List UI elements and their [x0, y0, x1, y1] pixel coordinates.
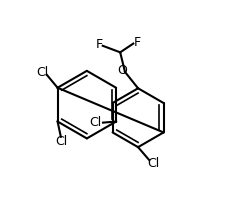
- Text: F: F: [95, 38, 102, 51]
- Text: Cl: Cl: [147, 157, 159, 170]
- Text: Cl: Cl: [36, 66, 48, 78]
- Text: Cl: Cl: [89, 116, 101, 129]
- Text: O: O: [117, 64, 126, 77]
- Text: F: F: [133, 36, 140, 49]
- Text: Cl: Cl: [55, 135, 67, 148]
